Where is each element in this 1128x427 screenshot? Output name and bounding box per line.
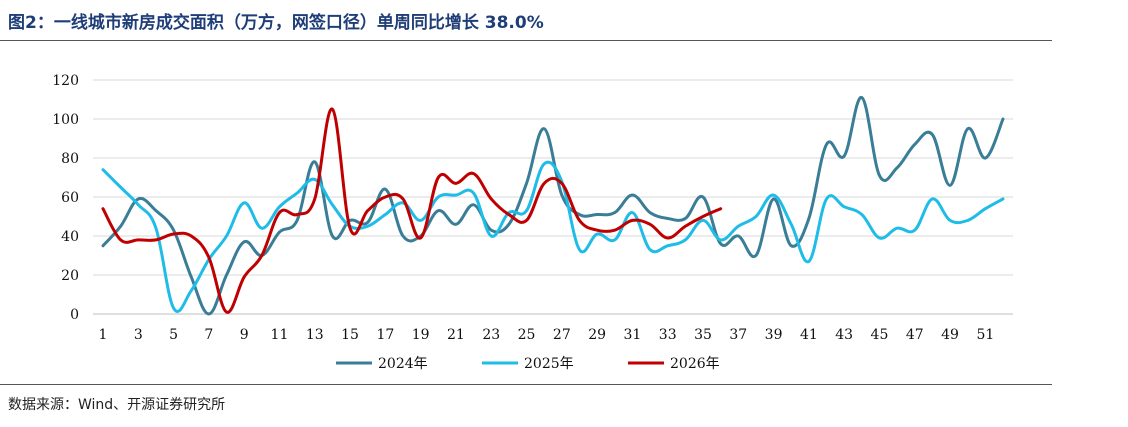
x-tick-label: 21 xyxy=(447,327,465,343)
y-tick-label: 40 xyxy=(61,229,79,245)
bottom-rule xyxy=(0,384,1052,385)
x-tick-label: 9 xyxy=(240,327,249,343)
y-tick-label: 60 xyxy=(61,190,79,206)
x-tick-label: 37 xyxy=(729,327,747,343)
y-axis: 0 20 40 60 80 100 120 xyxy=(52,73,79,323)
x-tick-label: 45 xyxy=(871,327,889,343)
grid-lines xyxy=(93,79,1013,315)
series-lines xyxy=(101,96,1005,316)
x-tick-label: 13 xyxy=(306,327,324,343)
x-tick-label: 39 xyxy=(765,327,783,343)
x-tick-label: 5 xyxy=(169,327,178,343)
x-tick-label: 3 xyxy=(134,327,143,343)
y-tick-label: 120 xyxy=(52,73,79,89)
series-line-1 xyxy=(101,96,1005,316)
y-tick-label: 100 xyxy=(52,112,79,128)
x-tick-label: 29 xyxy=(588,327,606,343)
x-axis: 1 3 5 7 9 11 13 15 17 19 21 23 25 27 29 31 33 35 37 39 41 43 4… xyxy=(93,313,1013,343)
legend-label: 2025年 xyxy=(524,356,574,372)
top-rule xyxy=(0,40,1052,41)
x-tick-label: 25 xyxy=(518,327,536,343)
chart-title: 图2：一线城市新房成交面积（万方，网签口径）单周同比增长 38.0% xyxy=(8,13,544,33)
series-line-2 xyxy=(101,160,1005,313)
legend-label: 2026年 xyxy=(670,356,720,372)
x-tick-label: 23 xyxy=(482,327,500,343)
x-tick-label: 31 xyxy=(623,327,641,343)
source-note: 数据来源：Wind、开源证券研究所 xyxy=(8,397,226,413)
x-tick-label: 11 xyxy=(271,327,289,343)
x-tick-label: 19 xyxy=(412,327,430,343)
x-tick-label: 51 xyxy=(976,327,994,343)
legend-label: 2024年 xyxy=(378,356,428,372)
x-tick-label: 33 xyxy=(659,327,677,343)
x-tick-label: 35 xyxy=(694,327,712,343)
legend: 2024年 2025年 2026年 xyxy=(336,356,720,372)
x-tick-label: 7 xyxy=(204,327,213,343)
x-tick-label: 49 xyxy=(941,327,959,343)
y-tick-label: 0 xyxy=(70,307,79,323)
x-tick-label: 43 xyxy=(835,327,853,343)
x-tick-label: 17 xyxy=(376,327,394,343)
x-tick-label: 47 xyxy=(906,327,924,343)
x-tick-label: 1 xyxy=(99,327,108,343)
y-tick-label: 20 xyxy=(61,268,79,284)
x-tick-label: 27 xyxy=(553,327,571,343)
series-line-3 xyxy=(101,107,723,314)
x-tick-label: 41 xyxy=(800,327,818,343)
y-tick-label: 80 xyxy=(61,151,79,167)
x-tick-label: 15 xyxy=(341,327,359,343)
